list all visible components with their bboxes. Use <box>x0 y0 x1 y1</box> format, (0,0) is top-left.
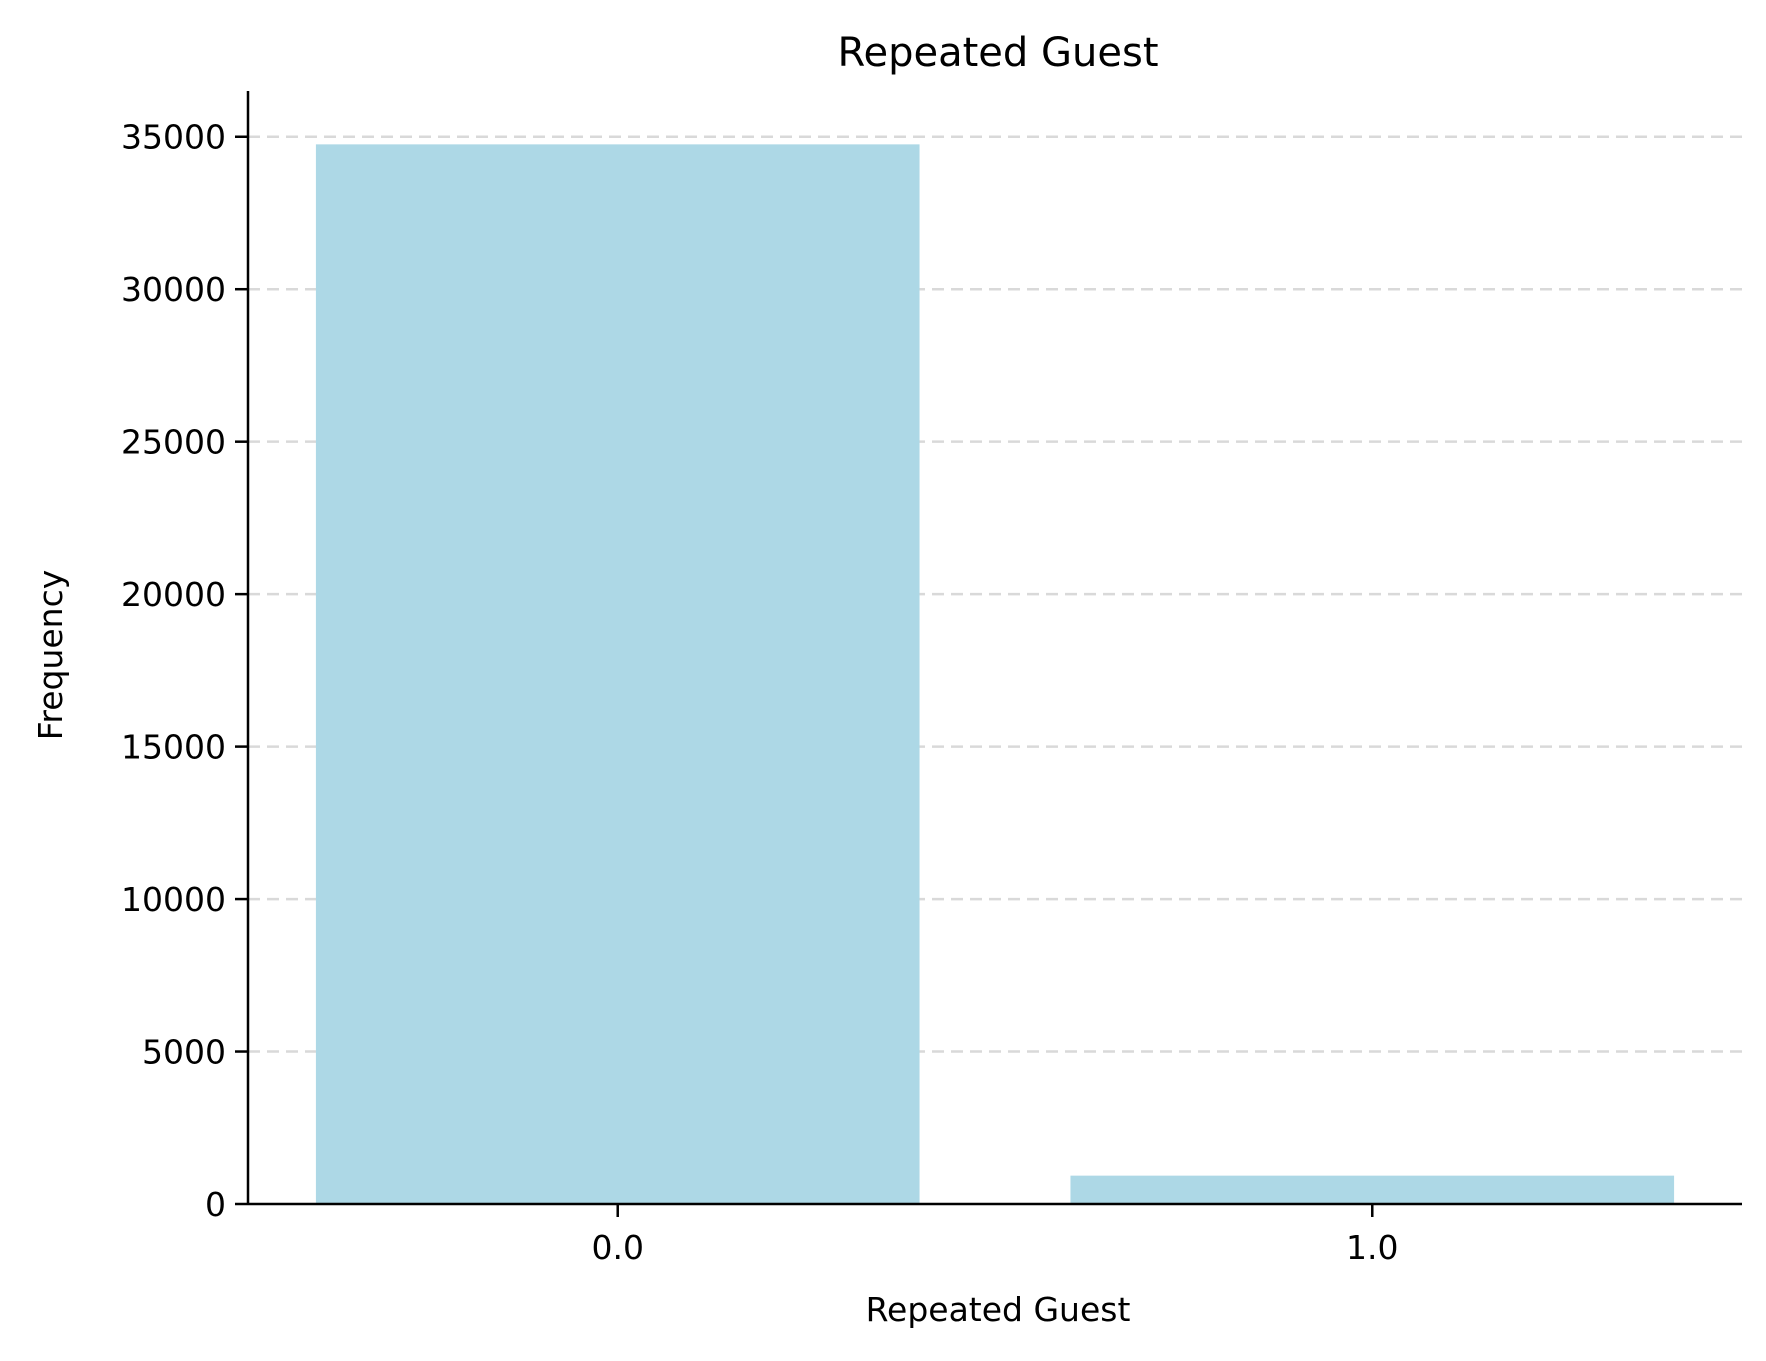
chart-title: Repeated Guest <box>838 30 1159 76</box>
y-ticks: 0 5000 10000 15000 20000 25000 30000 35000 <box>121 118 248 1224</box>
y-tick-label: 0 <box>205 1185 226 1224</box>
x-tick-label: 0.0 <box>591 1228 643 1267</box>
y-tick-label: 20000 <box>121 575 226 614</box>
y-axis-label: Frequency <box>31 570 70 740</box>
y-tick-label: 35000 <box>121 118 226 157</box>
y-tick-label: 5000 <box>142 1033 226 1072</box>
y-tick-label: 25000 <box>121 423 226 462</box>
y-tick-label: 10000 <box>121 880 226 919</box>
y-tick-label: 15000 <box>121 728 226 767</box>
axes <box>246 91 1742 1206</box>
y-tick-label: 30000 <box>121 270 226 309</box>
bar-1.0 <box>1070 1175 1675 1204</box>
x-axis-label: Repeated Guest <box>866 1290 1131 1329</box>
bar-0.0 <box>315 144 920 1204</box>
x-ticks: 0.0 1.0 <box>591 1204 1399 1267</box>
x-tick-label: 1.0 <box>1346 1228 1398 1267</box>
bars <box>315 144 1675 1204</box>
